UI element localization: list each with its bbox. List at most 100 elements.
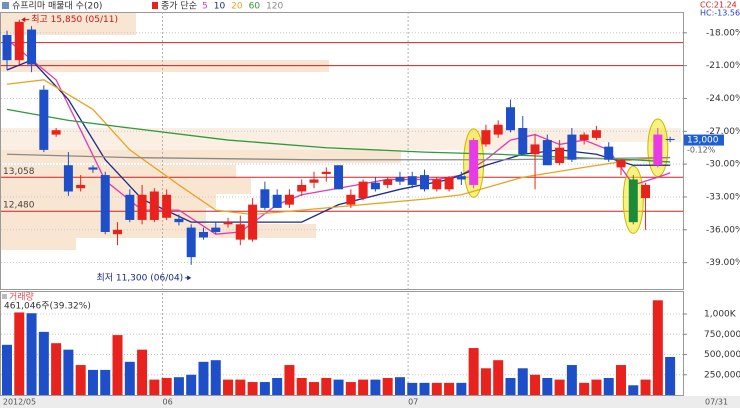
legend-label: 10 <box>214 2 226 12</box>
volume-bar <box>75 365 86 395</box>
volume-bar <box>345 382 356 395</box>
candle-body <box>530 144 540 155</box>
candle-body <box>223 222 233 225</box>
level-label: 13,058 <box>3 167 35 177</box>
candle-body <box>567 134 577 160</box>
icon <box>2 2 9 9</box>
volume-bar <box>51 343 62 395</box>
candle-body <box>407 176 417 185</box>
volume-bar <box>358 379 369 395</box>
volume-profile-band <box>1 224 316 238</box>
candle-body <box>2 34 12 61</box>
y-tick-label: -36.00% <box>706 225 740 235</box>
candle-body <box>297 184 307 192</box>
volume-bar <box>530 374 541 395</box>
volume-bar <box>628 385 639 395</box>
candle-body <box>358 181 368 199</box>
chart-title: 슈프리마 매물대 수(20) <box>12 1 102 12</box>
candle-body <box>51 130 61 135</box>
annotation-arrowhead <box>187 275 192 281</box>
candle-body <box>653 134 663 166</box>
volume-bar <box>419 382 430 395</box>
volume-bar <box>87 369 98 395</box>
volume-bar <box>407 382 418 395</box>
volume-profile-band <box>1 165 236 178</box>
x-tick-label: 07 <box>408 398 418 407</box>
candle-body <box>432 179 442 190</box>
volume-bar <box>640 379 651 395</box>
volume-profile-band <box>1 238 76 250</box>
volume-bar <box>235 379 246 395</box>
candle-body <box>76 184 86 189</box>
y-tick-label: 750,000 <box>704 330 740 340</box>
x-tick-label: 2012/05 <box>3 398 36 407</box>
volume-bar <box>333 379 344 395</box>
volume-bar <box>247 382 258 395</box>
candle-body <box>493 124 503 135</box>
candle-body <box>542 140 552 166</box>
volume-bar <box>161 378 172 395</box>
cc-label: CC:21.24 <box>700 1 737 10</box>
candle-body <box>456 176 466 180</box>
candle-body <box>186 227 196 258</box>
volume-bar <box>566 365 577 395</box>
volume-bar <box>652 300 663 395</box>
volume-bar <box>284 365 295 395</box>
volume-bar <box>149 379 160 395</box>
x-tick-label: 06 <box>163 398 173 407</box>
volume-bar <box>493 360 504 395</box>
y-tick-label: -21.00% <box>706 61 740 71</box>
volume-profile-band <box>1 178 251 194</box>
volume-bar <box>468 348 479 395</box>
annotation-arrowhead <box>21 17 26 23</box>
volume-bar <box>38 331 49 395</box>
candle-body <box>198 231 208 238</box>
volume-bar <box>112 335 123 395</box>
candle-body <box>309 179 319 183</box>
y-tick-label: -24.00% <box>706 94 740 104</box>
volume-bar <box>480 368 491 395</box>
hc-label: HC:-13.56 <box>700 9 740 18</box>
volume-bar <box>210 360 221 395</box>
x-end-label: 07/31 <box>705 398 728 407</box>
volume-bar <box>26 313 37 395</box>
candle-body <box>162 194 172 218</box>
volume-bar <box>137 349 148 395</box>
y-tick-label: 1,000K <box>704 310 737 320</box>
volume-bar <box>370 379 381 395</box>
ma-legend-prefix: 종가 단순 <box>161 1 197 12</box>
volume-bar <box>542 378 553 395</box>
volume-bar <box>173 377 184 395</box>
volume-bar <box>382 378 393 395</box>
x-axis-strip <box>0 396 740 408</box>
volume-bar <box>186 374 197 395</box>
candle-body <box>555 147 565 164</box>
candle-body <box>39 89 49 150</box>
volume-bar <box>100 369 111 395</box>
legend-label: 120 <box>266 2 283 12</box>
legend-label: 60 <box>249 2 261 12</box>
volume-bar <box>505 378 516 395</box>
volume-bar <box>665 356 676 395</box>
candle-body <box>272 194 282 208</box>
volume-bar <box>309 382 319 395</box>
volume-bar <box>616 365 626 395</box>
candle-body <box>334 165 344 190</box>
candle-body <box>27 29 37 65</box>
volume-profile-band <box>1 150 401 163</box>
candle-body <box>113 229 123 235</box>
y-tick-label: 500,000 <box>704 350 740 360</box>
annotation: 최저 11,300 (06/04) <box>96 272 183 283</box>
volume-subtitle: 461,046주(39.32%) <box>4 301 91 312</box>
annotation: 최고 15,850 (05/11) <box>31 14 118 25</box>
candle-body <box>260 189 270 208</box>
volume-bar <box>456 382 467 395</box>
volume-bar <box>2 344 12 395</box>
price-panel-border <box>0 12 684 290</box>
candle-body <box>505 107 515 131</box>
y-tick-label: -27.00% <box>706 127 740 137</box>
volume-bar <box>591 379 602 395</box>
candle-body <box>641 184 651 199</box>
volume-bar <box>394 377 405 395</box>
